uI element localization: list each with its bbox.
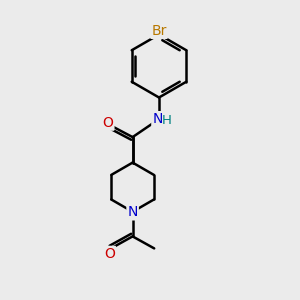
Text: H: H	[162, 113, 172, 127]
Text: Br: Br	[151, 24, 167, 38]
Text: N: N	[128, 206, 138, 219]
Text: O: O	[104, 247, 115, 261]
Text: N: N	[152, 112, 163, 126]
Text: O: O	[103, 116, 113, 130]
